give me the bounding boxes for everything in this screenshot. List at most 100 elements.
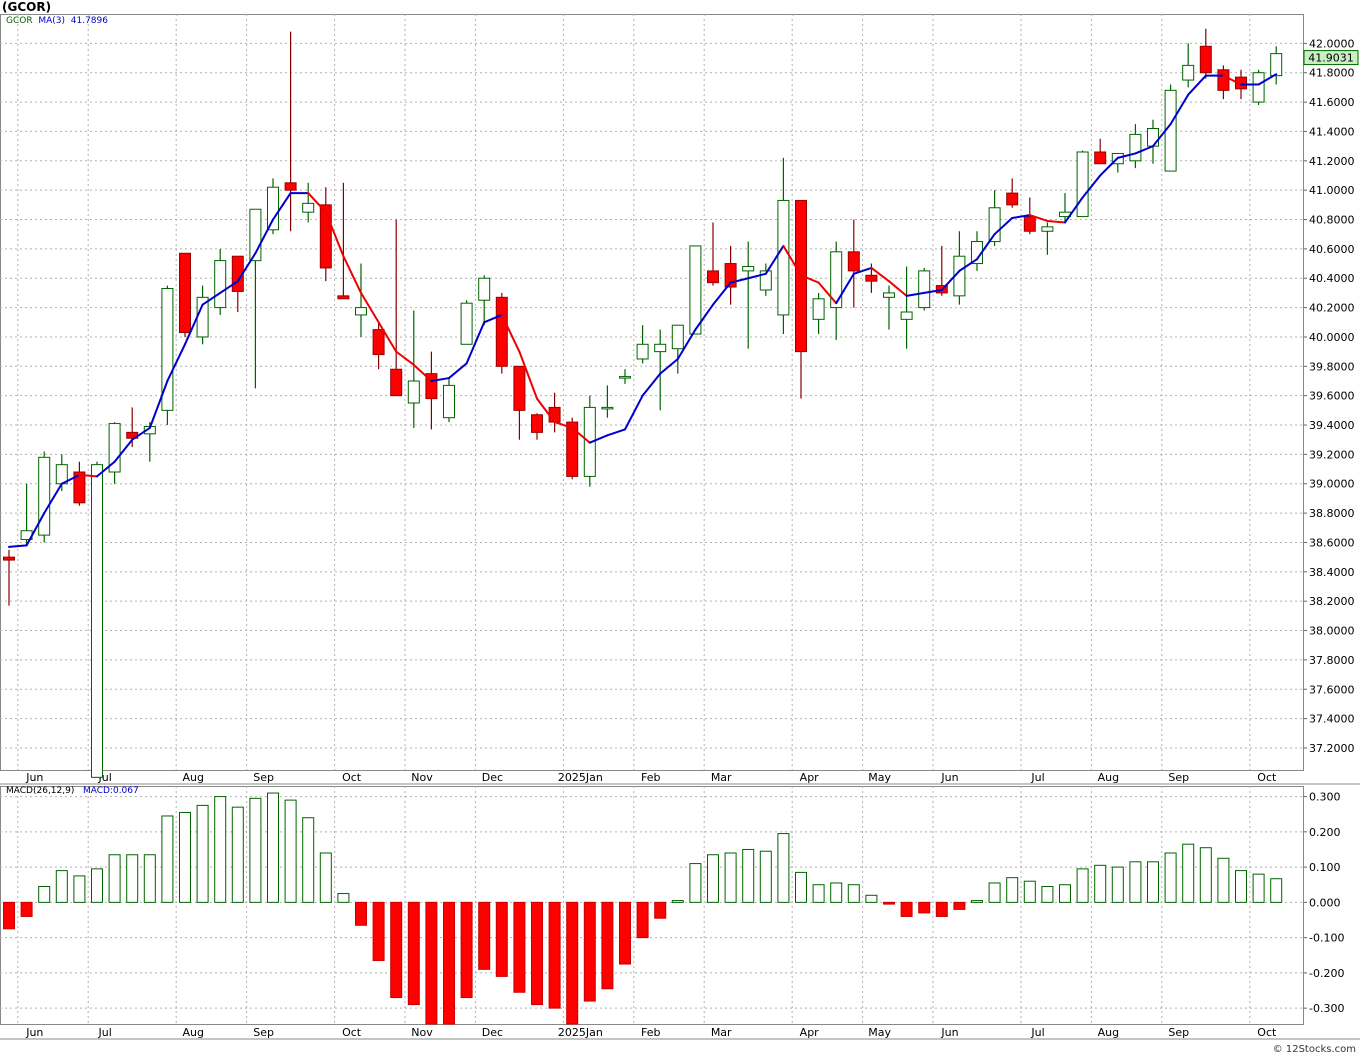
ma-segment: [1257, 73, 1278, 86]
candle-body: [900, 311, 913, 320]
price-y-tick-label: 40.2000: [1309, 302, 1355, 315]
ma-segment: [835, 272, 855, 305]
ma-segment: [1099, 156, 1119, 177]
ma-segment: [659, 357, 679, 375]
ma-segment: [729, 277, 750, 284]
candle-body: [830, 251, 843, 309]
macd-bar: [91, 868, 103, 903]
price-panel-frame: [0, 14, 1304, 771]
macd-bar: [707, 854, 719, 903]
price-y-tick-label: 37.2000: [1309, 742, 1355, 755]
candle-body: [355, 307, 367, 316]
candle-body: [742, 265, 755, 272]
macd-bar: [865, 894, 878, 903]
macd-y-tick-label: -0.100: [1309, 932, 1344, 945]
price-y-tick-label: 38.8000: [1309, 507, 1355, 520]
ma-segment: [870, 266, 890, 283]
ma-segment: [360, 291, 380, 324]
ma-segment: [553, 421, 574, 429]
macd-bar: [38, 885, 51, 903]
ma-segment: [1064, 196, 1084, 224]
macd-bar: [918, 901, 931, 914]
last-price-tag: [1303, 50, 1359, 66]
ma-segment: [412, 363, 433, 382]
ma-segment: [113, 438, 134, 463]
ma-segment: [641, 372, 662, 397]
ma-segment: [694, 303, 714, 331]
candle-body: [513, 365, 526, 411]
ma-segment: [764, 244, 785, 275]
x-axis-label-top: Apr: [800, 771, 820, 784]
candle-body: [108, 423, 121, 473]
candle-body: [1182, 64, 1195, 81]
macd-y-tick-label: 0.200: [1309, 826, 1341, 839]
x-axis-label-bottom: May: [868, 1026, 891, 1039]
macd-bar: [460, 901, 473, 999]
candle-body: [759, 270, 772, 291]
ma-segment: [43, 482, 63, 515]
candle-body: [284, 182, 297, 191]
macd-bar: [284, 799, 297, 903]
price-y-tick-label: 40.8000: [1309, 214, 1355, 227]
ma-segment: [377, 321, 398, 353]
candle-body: [38, 456, 51, 536]
candle-body: [601, 406, 614, 410]
candle-body: [302, 202, 315, 213]
price-y-tick-label: 40.0000: [1309, 331, 1355, 344]
macd-y-tick-label: 0.300: [1309, 791, 1341, 804]
macd-bar: [425, 901, 438, 1025]
macd-bar: [953, 901, 966, 910]
candle-body: [337, 295, 350, 300]
price-y-tick-label: 38.2000: [1309, 595, 1355, 608]
macd-bar: [583, 901, 596, 1002]
macd-bar: [1023, 880, 1036, 903]
ma-segment: [905, 291, 926, 297]
macd-bar: [935, 901, 948, 917]
price-y-tick-label: 40.4000: [1309, 272, 1355, 285]
candle-body: [1147, 128, 1159, 147]
ma-segment: [518, 350, 538, 400]
candle-body: [707, 270, 719, 284]
macd-bar: [724, 852, 737, 903]
candle-body: [671, 324, 684, 350]
ma-segment: [712, 281, 732, 306]
macd-bars-group: [3, 792, 1283, 1025]
macd-bar: [830, 882, 843, 903]
candle-body: [460, 302, 473, 345]
macd-y-tick-label: -0.200: [1309, 967, 1344, 980]
macd-bar: [847, 884, 860, 903]
macd-bar: [3, 901, 15, 930]
macd-bar: [1129, 861, 1142, 903]
candle-body: [865, 274, 878, 282]
x-axis-label-bottom: 2025Jan: [558, 1026, 603, 1039]
macd-bar: [1094, 864, 1107, 903]
x-axis-label-bottom: Dec: [482, 1026, 503, 1039]
x-axis-label-top: Aug: [1098, 771, 1119, 784]
price-y-tick-label: 40.6000: [1309, 243, 1355, 256]
candle-body: [267, 186, 279, 231]
price-y-tick-label: 42.0000: [1309, 37, 1355, 50]
macd-bar: [1041, 885, 1054, 903]
macd-bar: [1235, 870, 1247, 903]
ma-segment: [342, 255, 362, 294]
price-y-tick-label: 39.2000: [1309, 448, 1355, 461]
price-y-tick-label: 41.2000: [1309, 155, 1355, 168]
macd-bar: [1252, 873, 1265, 903]
ma-segment: [465, 321, 486, 365]
legend-ma-label: MA(3): [38, 16, 66, 26]
ma-segment: [219, 280, 239, 294]
candle-body: [443, 384, 455, 419]
candle-body: [918, 270, 931, 309]
x-axis-label-bottom: Sep: [253, 1026, 274, 1039]
ma-segment: [430, 377, 450, 382]
ma-segment: [8, 544, 28, 548]
candle-body: [1235, 76, 1247, 90]
ma-segment: [676, 328, 697, 360]
macd-bar: [513, 901, 526, 993]
x-axis-label-top: Dec: [482, 771, 503, 784]
macd-bar: [302, 817, 315, 903]
macd-bar: [671, 900, 684, 903]
macd-bar: [619, 901, 631, 965]
ma-segment: [1169, 93, 1190, 126]
